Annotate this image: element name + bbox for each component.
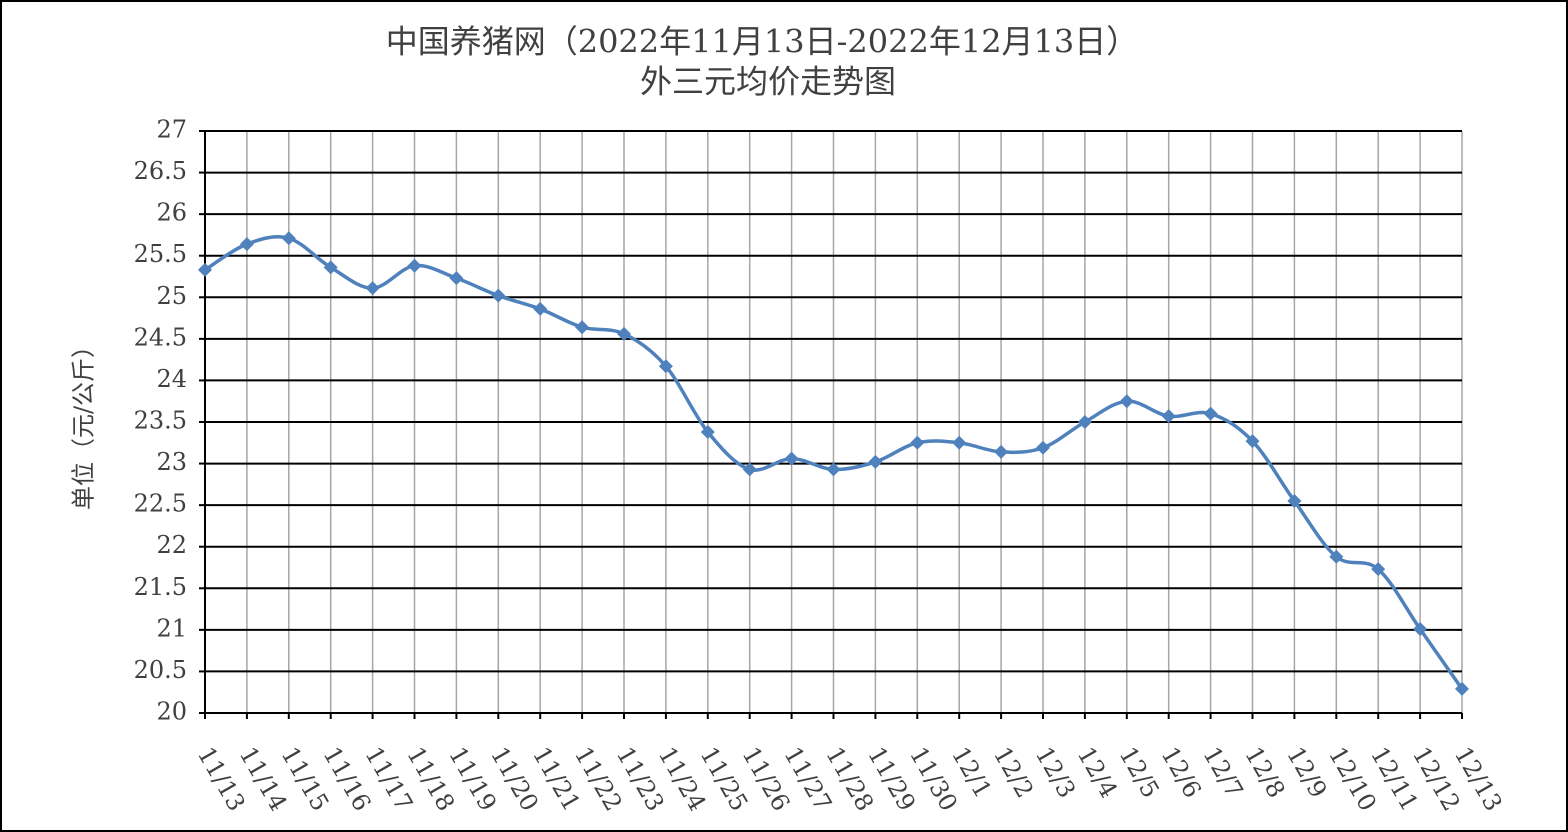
marker <box>1203 406 1218 421</box>
marker <box>281 231 296 246</box>
marker <box>1413 622 1428 637</box>
marker <box>784 451 799 466</box>
marker <box>1245 434 1260 449</box>
marker <box>1077 415 1092 429</box>
marker <box>1371 562 1386 577</box>
y-tick-label: 25 <box>156 282 187 310</box>
marker <box>994 444 1009 459</box>
y-tick-label: 27 <box>156 116 187 144</box>
marker <box>1161 409 1176 424</box>
y-tick-label: 26.5 <box>134 157 187 185</box>
marker <box>1287 493 1302 508</box>
marker <box>658 359 673 374</box>
marker <box>617 326 631 341</box>
y-tick-label: 20.5 <box>134 656 187 684</box>
y-tick-label: 22 <box>156 531 187 559</box>
marker <box>239 237 254 252</box>
y-tick-label: 26 <box>156 199 187 227</box>
marker <box>1455 681 1469 696</box>
marker <box>1036 440 1050 455</box>
y-tick-label: 20 <box>156 698 187 726</box>
marker <box>533 301 548 316</box>
y-tick-label: 23.5 <box>134 407 187 435</box>
marker <box>952 435 967 450</box>
marker <box>742 462 757 477</box>
marker <box>449 271 464 286</box>
marker <box>407 258 422 273</box>
y-tick-label: 24.5 <box>134 323 187 351</box>
marker <box>826 462 841 477</box>
marker <box>575 320 590 335</box>
marker <box>198 262 212 277</box>
y-axis-label: 单位（元/公斤） <box>70 334 98 510</box>
marker <box>491 288 506 303</box>
y-tick-label: 21.5 <box>134 573 187 601</box>
y-tick-label: 25.5 <box>134 240 187 268</box>
marker <box>700 424 715 439</box>
y-tick-label: 24 <box>156 365 187 393</box>
y-tick-label: 23 <box>156 448 187 476</box>
marker <box>868 454 883 469</box>
marker <box>365 281 380 296</box>
marker <box>1329 549 1344 564</box>
chart-subtitle: 外三元均价走势图 <box>640 63 896 101</box>
marker <box>1119 394 1134 409</box>
chart-title: 中国养猪网（2022年11月13日-2022年12月13日） <box>386 23 1139 61</box>
marker <box>910 435 925 450</box>
marker <box>323 260 338 275</box>
y-tick-label: 22.5 <box>134 490 187 518</box>
y-tick-label: 21 <box>156 614 187 642</box>
